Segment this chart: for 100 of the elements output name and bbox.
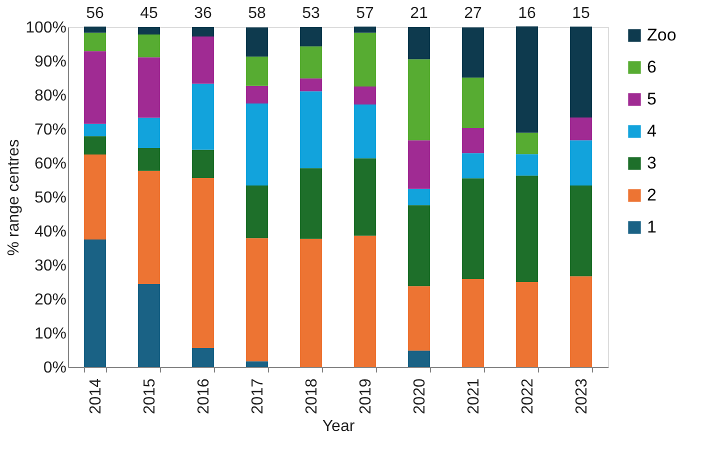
y-tick-label: 20% xyxy=(34,292,66,308)
y-axis-title: % range centres xyxy=(6,139,23,256)
bar xyxy=(408,188,430,206)
bar xyxy=(84,26,106,33)
bar xyxy=(408,205,430,286)
x-tick-label: 2015 xyxy=(142,378,158,414)
y-tick-label: 10% xyxy=(34,326,66,342)
x-tick-label: 2018 xyxy=(304,378,320,414)
bar xyxy=(462,27,484,78)
bar xyxy=(192,348,214,367)
y-tick-label: 0% xyxy=(43,360,66,376)
bar xyxy=(246,238,268,362)
bar xyxy=(84,154,106,240)
bar xyxy=(192,84,214,150)
bar xyxy=(246,104,268,186)
bar xyxy=(354,86,376,105)
bar xyxy=(354,104,376,158)
bar xyxy=(300,168,322,239)
bar xyxy=(246,56,268,86)
annotation: 21 xyxy=(410,5,428,22)
bar xyxy=(192,36,214,84)
bar xyxy=(354,236,376,367)
bar xyxy=(354,32,376,86)
annotation: 57 xyxy=(356,5,374,22)
bar xyxy=(570,140,592,186)
bar xyxy=(462,128,484,154)
bar xyxy=(570,185,592,276)
bar xyxy=(192,27,214,37)
x-tick-label: 2023 xyxy=(574,378,590,414)
bar xyxy=(408,140,430,189)
bar xyxy=(516,132,538,154)
legend-label: 2 xyxy=(647,186,656,204)
bar xyxy=(192,178,214,348)
annotation: 15 xyxy=(572,5,590,22)
x-tick-label: 2019 xyxy=(358,378,374,414)
bar xyxy=(516,154,538,176)
annotation: 36 xyxy=(194,5,212,22)
bar xyxy=(570,26,592,118)
bar xyxy=(462,278,484,367)
bar xyxy=(138,118,160,148)
bar xyxy=(570,276,592,367)
bar xyxy=(570,117,592,140)
bar xyxy=(300,91,322,168)
legend-label: 1 xyxy=(647,218,656,236)
bar xyxy=(138,170,160,284)
annotation: 16 xyxy=(518,5,536,22)
bar xyxy=(138,27,160,34)
x-tick-label: 2014 xyxy=(88,378,104,414)
y-tick-label: 90% xyxy=(34,54,66,70)
bar xyxy=(462,178,484,279)
legend-label: 6 xyxy=(647,58,656,76)
bar xyxy=(462,153,484,178)
y-tick-label: 80% xyxy=(34,88,66,104)
y-tick-label: 60% xyxy=(34,156,66,172)
annotation: 56 xyxy=(86,5,104,22)
bar xyxy=(138,284,160,367)
bar xyxy=(84,32,106,52)
bar xyxy=(246,27,268,57)
bar xyxy=(138,34,160,58)
bar xyxy=(84,124,106,136)
bar xyxy=(300,46,322,78)
y-tick-label: 30% xyxy=(34,258,66,274)
y-tick-label: 50% xyxy=(34,190,66,206)
bar xyxy=(246,185,268,238)
bar xyxy=(246,86,268,104)
y-tick-label: 70% xyxy=(34,122,66,138)
x-tick-label: 2017 xyxy=(250,378,266,414)
annotation: 53 xyxy=(302,5,320,22)
bar xyxy=(246,361,268,367)
bar xyxy=(408,59,430,140)
x-tick-label: 2022 xyxy=(520,378,536,414)
annotation: 45 xyxy=(140,5,158,22)
legend-label: 3 xyxy=(647,154,656,172)
x-tick-label: 2020 xyxy=(412,378,428,414)
legend-label: 4 xyxy=(647,122,656,140)
y-tick-label: 100% xyxy=(26,20,66,36)
bar xyxy=(408,286,430,351)
legend-label: 5 xyxy=(647,90,656,108)
bar xyxy=(192,150,214,178)
bar xyxy=(408,350,430,367)
bar xyxy=(300,27,322,46)
bar xyxy=(300,238,322,367)
bar xyxy=(516,176,538,282)
bar xyxy=(354,26,376,33)
bar xyxy=(84,51,106,124)
bar xyxy=(84,136,106,154)
bar xyxy=(84,240,106,367)
bar xyxy=(354,158,376,236)
bar xyxy=(300,78,322,92)
bar xyxy=(516,26,538,133)
legend-label: Zoo xyxy=(647,26,676,44)
bar xyxy=(408,27,430,60)
annotation: 58 xyxy=(248,5,266,22)
x-tick-label: 2021 xyxy=(466,378,482,414)
bar xyxy=(138,57,160,118)
bar xyxy=(462,78,484,128)
bar xyxy=(516,282,538,367)
bar xyxy=(138,148,160,171)
x-axis-title: Year xyxy=(322,418,356,436)
annotation: 27 xyxy=(464,5,482,22)
